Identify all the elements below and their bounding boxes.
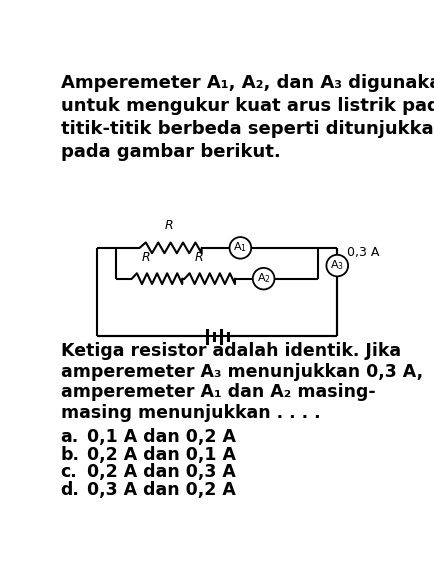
Text: masing menunjukkan . . . .: masing menunjukkan . . . . [60,404,319,422]
Text: $\mathrm{A_2}$: $\mathrm{A_2}$ [256,271,270,285]
Text: R: R [194,251,202,264]
Text: 0,2 A dan 0,1 A: 0,2 A dan 0,1 A [87,446,235,464]
Text: c.: c. [60,464,77,482]
Circle shape [326,255,347,276]
Text: amperemeter A₁ dan A₂ masing-: amperemeter A₁ dan A₂ masing- [60,384,375,402]
Text: R: R [164,219,173,232]
Text: R: R [141,251,150,264]
Text: Amperemeter A₁, A₂, dan A₃ digunakan: Amperemeter A₁, A₂, dan A₃ digunakan [60,74,434,92]
Text: 0,3 A: 0,3 A [346,245,378,258]
Text: amperemeter A₃ menunjukkan 0,3 A,: amperemeter A₃ menunjukkan 0,3 A, [60,363,422,381]
Text: titik-titik berbeda seperti ditunjukkan: titik-titik berbeda seperti ditunjukkan [60,120,434,138]
Text: $\mathrm{A_3}$: $\mathrm{A_3}$ [329,258,343,272]
Text: untuk mengukur kuat arus listrik pada: untuk mengukur kuat arus listrik pada [60,97,434,115]
Text: d.: d. [60,481,79,499]
Text: $\mathrm{A_1}$: $\mathrm{A_1}$ [233,240,247,254]
Text: 0,2 A dan 0,3 A: 0,2 A dan 0,3 A [87,464,235,482]
Text: Ketiga resistor adalah identik. Jika: Ketiga resistor adalah identik. Jika [60,342,400,360]
Text: a.: a. [60,428,79,446]
Text: 0,3 A dan 0,2 A: 0,3 A dan 0,2 A [87,481,235,499]
Circle shape [229,237,251,259]
Text: b.: b. [60,446,79,464]
Text: 0,1 A dan 0,2 A: 0,1 A dan 0,2 A [87,428,235,446]
Circle shape [252,268,274,289]
Text: pada gambar berikut.: pada gambar berikut. [60,143,279,161]
